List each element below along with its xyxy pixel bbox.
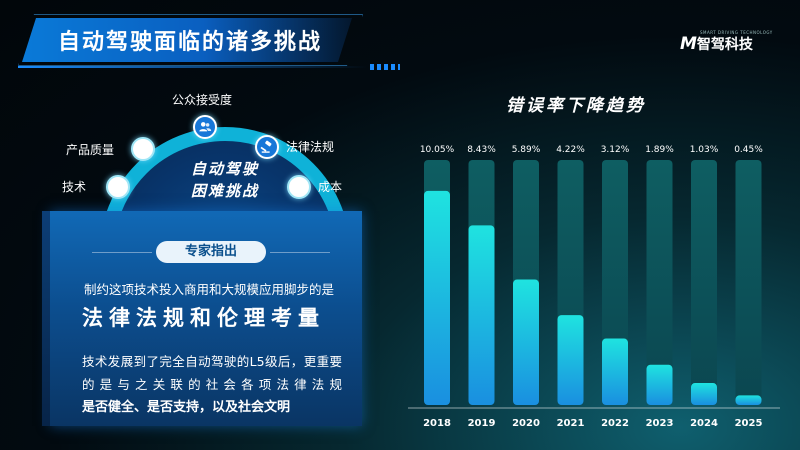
expert-body-line1: 技术发展到了完全自动驾驶的L5级后，更重要 [82, 354, 342, 369]
badge-rule-left [92, 252, 152, 253]
expert-body-line2: 的 是 与 之 关 联 的 社 会 各 项 法 律 法 规 [82, 377, 342, 392]
arc-center-line2: 困难挑战 [190, 182, 259, 200]
node-cost-label: 成本 [318, 180, 343, 194]
bar-2024 [691, 383, 717, 405]
bar-2025 [735, 395, 762, 405]
expert-body-line3: 是否健全、是否支持，以及社会文明 [82, 400, 291, 415]
node-quality [131, 137, 155, 161]
category-label: 2025 [735, 418, 763, 429]
title-stripes [370, 64, 400, 70]
value-label: 8.43% [467, 145, 496, 155]
value-label: 3.12% [601, 145, 630, 155]
arc-center-label: 自动驾驶 困难挑战 [170, 158, 280, 202]
node-law-label: 法律法规 [286, 140, 335, 154]
chart-title: 错误率下降趋势 [506, 96, 646, 116]
node-law [255, 135, 279, 159]
node-tech [106, 175, 130, 199]
expert-intro: 制约这项技术投入商用和大规模应用脚步的是 [84, 282, 335, 297]
title-underline [18, 66, 368, 68]
gavel-icon [260, 140, 272, 153]
badge-rule-right [270, 252, 330, 253]
bar-2023 [646, 364, 673, 405]
users-icon [199, 122, 212, 132]
expert-badge: 专家指出 [156, 241, 266, 263]
page-title: 自动驾驶面临的诸多挑战 [58, 30, 323, 55]
bar-2018 [424, 190, 450, 405]
value-label: 0.45% [734, 145, 763, 155]
logo-subtitle: SMART DRIVING TECHNOLOGY [700, 30, 773, 35]
category-label: 2020 [512, 418, 540, 429]
bar-track [691, 160, 717, 405]
value-label: 1.89% [645, 145, 674, 155]
title-banner [22, 18, 352, 62]
node-acceptance [193, 115, 217, 139]
node-tech-label: 技术 [62, 180, 87, 194]
brand-logo: M 智驾科技 [680, 34, 753, 54]
arc-center-line1: 自动驾驶 [190, 160, 259, 178]
bar-track [646, 160, 673, 405]
node-quality-label: 产品质量 [66, 143, 115, 157]
category-label: 2018 [423, 418, 451, 429]
expert-emphasis: 法律法规和伦理考量 [82, 306, 325, 330]
value-label: 4.22% [556, 145, 585, 155]
logo-text: 智驾科技 [696, 37, 753, 53]
node-cost [287, 175, 311, 199]
category-label: 2023 [646, 418, 674, 429]
bar-2021 [557, 315, 584, 405]
bar-2019 [468, 225, 495, 405]
category-label: 2024 [690, 418, 718, 429]
category-label: 2021 [557, 418, 585, 429]
node-acceptance-label: 公众接受度 [172, 93, 233, 107]
bar-2022 [602, 338, 628, 405]
category-label: 2022 [601, 418, 629, 429]
value-label: 10.05% [420, 145, 455, 155]
logo-mark: M [680, 34, 697, 54]
category-label: 2019 [468, 418, 496, 429]
value-label: 5.89% [512, 145, 541, 155]
bar-2020 [513, 279, 539, 405]
bar-track [735, 160, 762, 405]
value-label: 1.03% [690, 145, 719, 155]
